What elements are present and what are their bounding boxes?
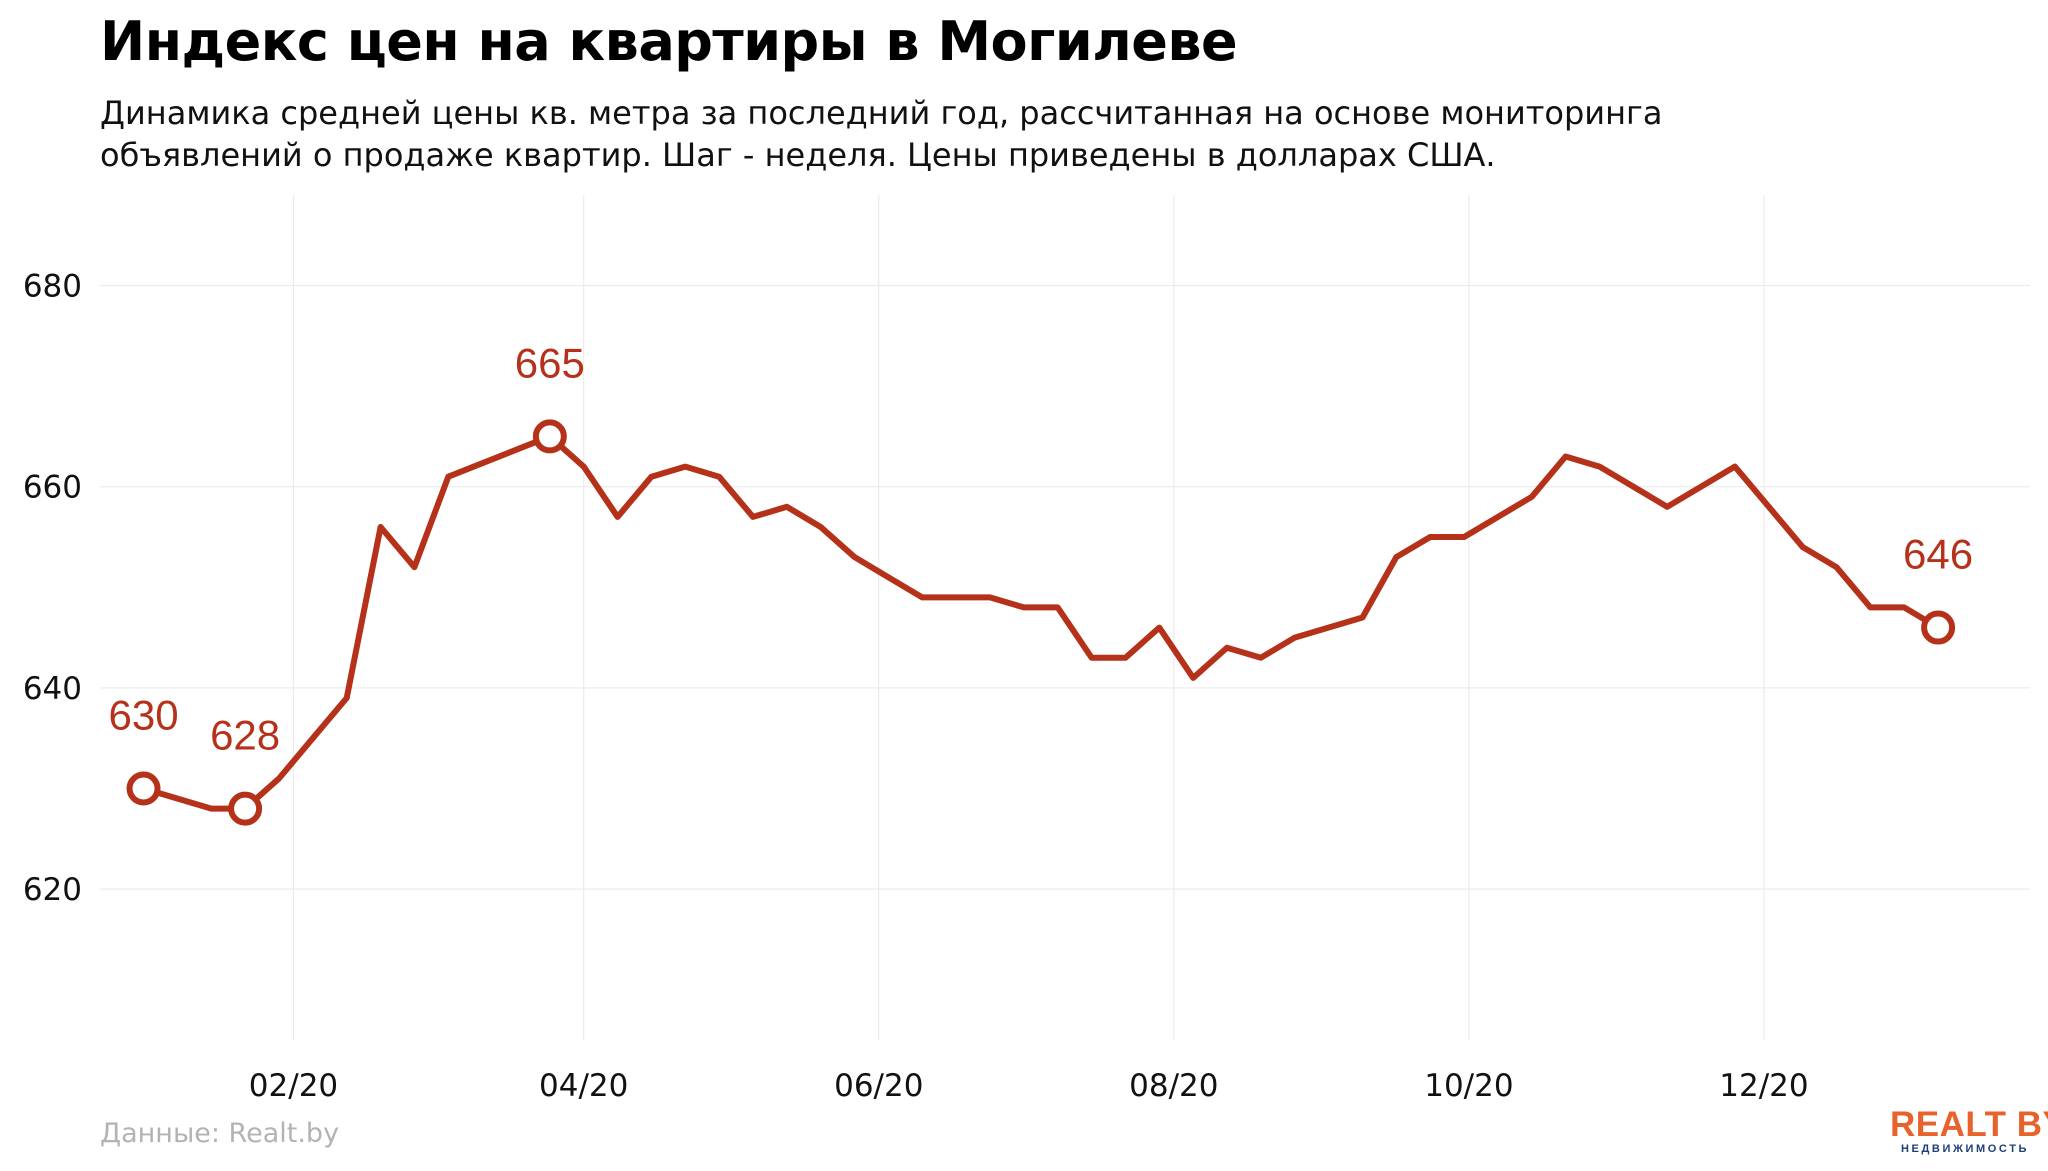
logo-subtext: НЕДВИЖИМОСТЬ (1900, 1143, 2030, 1155)
x-tick-label: 04/20 (539, 1068, 628, 1104)
x-tick-label: 02/20 (249, 1068, 338, 1104)
annotation-label: 646 (1903, 531, 1973, 578)
series-line (140, 433, 1942, 812)
x-tick-label: 06/20 (834, 1068, 923, 1104)
annotation-marker (532, 419, 567, 454)
realt-logo: REALT BY НЕДВИЖИМОСТЬ (1890, 1105, 2048, 1156)
annotation-label: 628 (210, 712, 280, 759)
y-tick-label: 660 (23, 470, 82, 506)
annotation-label: 630 (108, 692, 178, 739)
chart-subtitle: Динамика средней цены кв. метра за после… (100, 94, 1663, 174)
x-tick-label: 10/20 (1424, 1068, 1513, 1104)
y-tick-label: 620 (23, 872, 82, 908)
annotation-marker (1921, 610, 1956, 645)
chart-title: Индекс цен на квартиры в Могилеве (100, 10, 1238, 73)
data-source: Данные: Realt.by (100, 1118, 340, 1149)
logo-text: REALT BY (1890, 1105, 2048, 1144)
annotation-label: 665 (515, 339, 585, 386)
annotation-marker (126, 771, 161, 806)
y-tick-label: 680 (23, 269, 82, 305)
y-tick-label: 640 (23, 671, 82, 707)
x-tick-label: 08/20 (1129, 1068, 1218, 1104)
x-tick-label: 12/20 (1719, 1068, 1808, 1104)
annotation-marker (228, 791, 263, 826)
